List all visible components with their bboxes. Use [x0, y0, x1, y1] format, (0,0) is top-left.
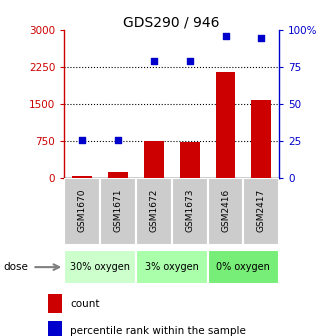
Bar: [172, 178, 208, 245]
Text: GSM2416: GSM2416: [221, 189, 230, 232]
Text: dose: dose: [3, 262, 28, 272]
Text: GSM1672: GSM1672: [149, 188, 158, 232]
Title: GDS290 / 946: GDS290 / 946: [124, 15, 220, 29]
Text: GSM2417: GSM2417: [257, 189, 266, 232]
Point: [116, 137, 121, 142]
Bar: [108, 172, 128, 178]
Bar: [48, 321, 62, 336]
Text: 0% oxygen: 0% oxygen: [216, 262, 270, 272]
Bar: [208, 250, 279, 284]
Point: [151, 58, 156, 64]
Bar: [216, 72, 235, 178]
Bar: [144, 141, 164, 178]
Bar: [48, 294, 62, 313]
Bar: [180, 141, 200, 178]
Text: count: count: [70, 299, 100, 309]
Text: GSM1671: GSM1671: [113, 188, 123, 232]
Bar: [64, 178, 100, 245]
Text: GSM1670: GSM1670: [78, 188, 87, 232]
Bar: [72, 176, 92, 178]
Point: [187, 58, 192, 64]
Bar: [243, 178, 279, 245]
Bar: [64, 250, 136, 284]
Bar: [136, 178, 172, 245]
Text: GSM1673: GSM1673: [185, 188, 194, 232]
Text: 30% oxygen: 30% oxygen: [70, 262, 130, 272]
Bar: [100, 178, 136, 245]
Point: [223, 34, 228, 39]
Point: [259, 35, 264, 40]
Bar: [208, 178, 243, 245]
Text: percentile rank within the sample: percentile rank within the sample: [70, 326, 246, 336]
Bar: [136, 250, 208, 284]
Text: 3% oxygen: 3% oxygen: [145, 262, 199, 272]
Bar: [251, 100, 271, 178]
Point: [80, 137, 85, 142]
